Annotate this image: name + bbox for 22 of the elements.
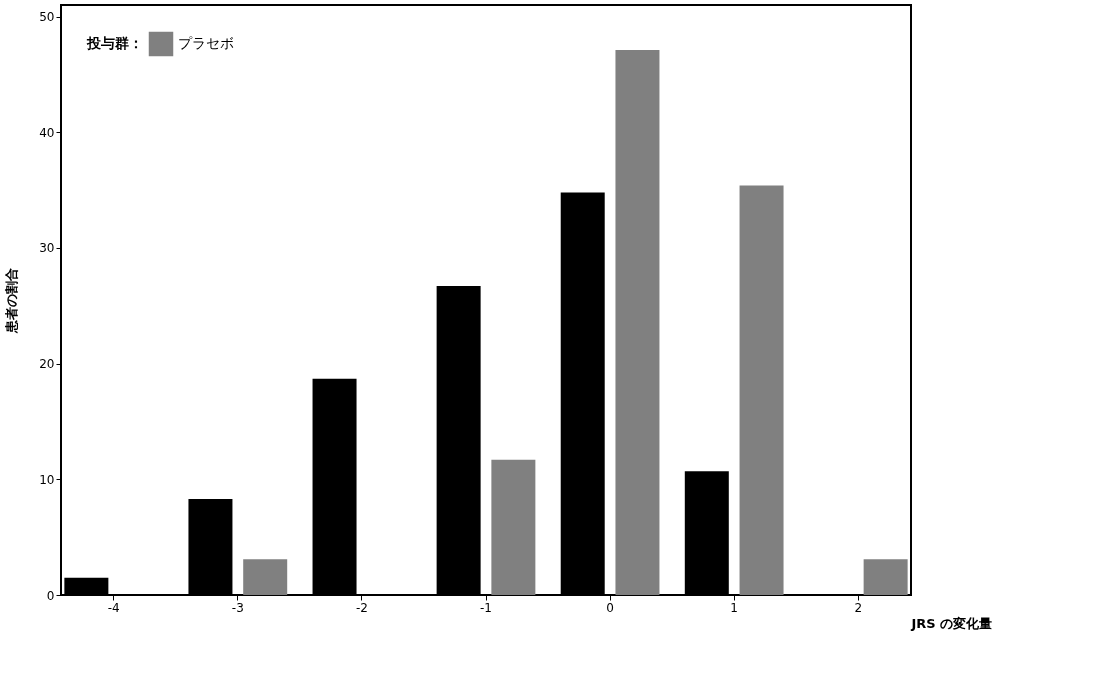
y-tick-label: 40 <box>39 125 55 140</box>
y-tick-label: 0 <box>46 588 55 603</box>
x-axis-title: JRS の変化量 <box>910 615 993 631</box>
bar <box>243 559 288 595</box>
bar <box>739 185 784 595</box>
x-tick-label: -3 <box>231 600 244 615</box>
x-tick-label: -2 <box>355 600 368 615</box>
x-tick-label: 1 <box>730 600 738 615</box>
bar <box>615 50 660 595</box>
x-tick-label: -4 <box>107 600 120 615</box>
legend-label: プラセボ <box>178 35 234 51</box>
y-tick-label: 50 <box>39 10 55 25</box>
y-axis-title: 患者の割合 <box>4 268 20 334</box>
bar <box>491 459 536 595</box>
y-tick-label: 30 <box>39 241 55 256</box>
y-tick-label: 10 <box>39 472 55 487</box>
bar <box>863 559 908 595</box>
x-tick-label: 0 <box>606 600 614 615</box>
x-tick-label: -1 <box>480 600 492 615</box>
x-tick-label: 2 <box>854 600 863 615</box>
legend-title: 投与群： <box>86 35 143 51</box>
y-tick-label: 20 <box>39 357 55 372</box>
